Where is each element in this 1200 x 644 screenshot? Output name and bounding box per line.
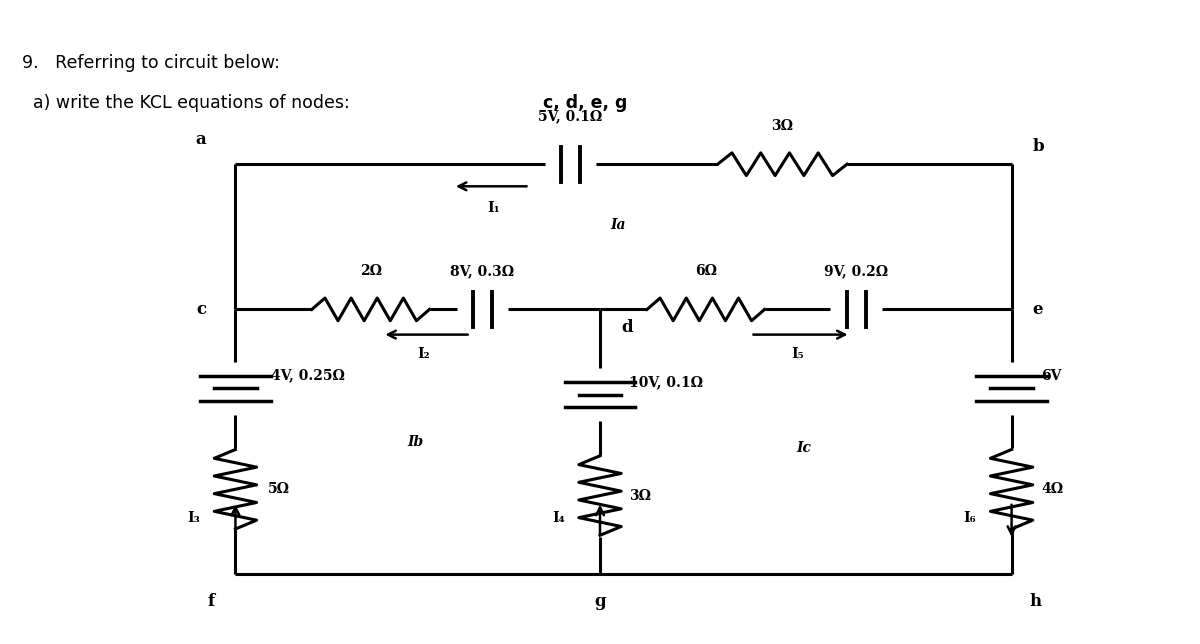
Text: 6Ω: 6Ω <box>695 264 716 278</box>
Text: a: a <box>196 131 206 149</box>
Text: I₃: I₃ <box>187 511 200 525</box>
Text: d: d <box>622 319 632 336</box>
Text: h: h <box>1030 593 1042 611</box>
Text: 3Ω: 3Ω <box>630 489 652 502</box>
Text: Ic: Ic <box>796 441 811 455</box>
Text: Ia: Ia <box>610 218 625 232</box>
Text: 9V, 0.2Ω: 9V, 0.2Ω <box>824 264 888 278</box>
Text: Ib: Ib <box>407 435 424 449</box>
Text: 4V, 0.25Ω: 4V, 0.25Ω <box>271 368 344 383</box>
Text: 4Ω: 4Ω <box>1042 482 1063 497</box>
Text: 8V, 0.3Ω: 8V, 0.3Ω <box>450 264 515 278</box>
Text: I₅: I₅ <box>791 346 804 361</box>
Text: a) write the KCL equations of nodes:: a) write the KCL equations of nodes: <box>23 93 355 111</box>
Text: 3Ω: 3Ω <box>772 118 793 133</box>
Text: f: f <box>208 593 215 611</box>
Text: 10V, 0.1Ω: 10V, 0.1Ω <box>630 375 703 389</box>
Text: I₄: I₄ <box>552 511 565 525</box>
Text: I₂: I₂ <box>418 346 430 361</box>
Text: c: c <box>196 301 206 318</box>
Text: c, d, e, g: c, d, e, g <box>544 93 628 111</box>
Text: b: b <box>1033 138 1044 155</box>
Text: 6V: 6V <box>1042 368 1061 383</box>
Text: g: g <box>594 593 606 611</box>
Text: 9.   Referring to circuit below:: 9. Referring to circuit below: <box>23 55 280 73</box>
Text: e: e <box>1033 301 1043 318</box>
Text: I₆: I₆ <box>964 511 977 525</box>
Text: 2Ω: 2Ω <box>360 264 382 278</box>
Text: 5V, 0.1Ω: 5V, 0.1Ω <box>539 109 602 123</box>
Text: I₁: I₁ <box>487 202 500 215</box>
Text: 5Ω: 5Ω <box>269 482 290 497</box>
